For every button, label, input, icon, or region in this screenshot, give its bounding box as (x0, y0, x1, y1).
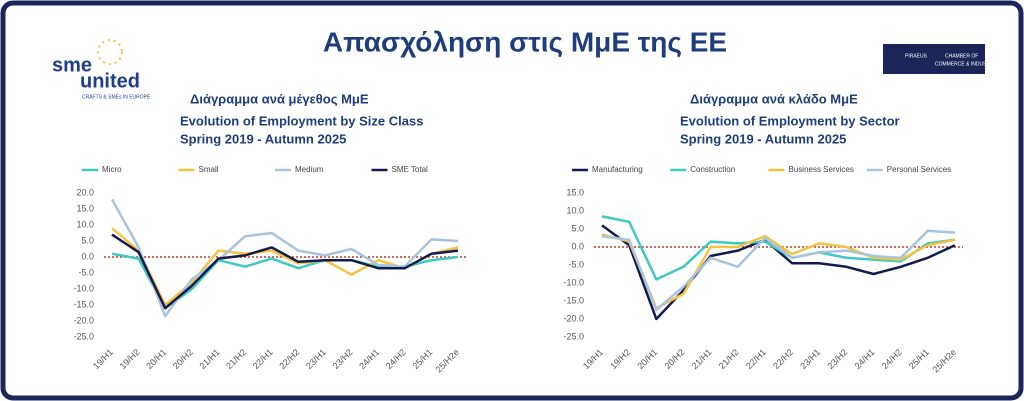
logo-text: CHAMBER OF (945, 53, 978, 59)
logo-text: sme (52, 54, 92, 76)
y-tick-label: -20.0 (73, 315, 94, 325)
legend-label: Micro (102, 165, 122, 174)
logo-stars (97, 39, 123, 65)
chart-subtitle: Spring 2019 - Autumn 2025 (180, 131, 346, 146)
y-tick-label: -25.0 (73, 331, 94, 341)
chart-heading: Διάγραμμα ανά μέγεθος ΜμΕ (190, 91, 369, 106)
series-line (601, 215, 956, 281)
series-line (110, 198, 459, 318)
y-tick-label: -10.0 (73, 283, 94, 293)
logo-right: PIRAEUS CHAMBER OF COMMERCE & INDUSTRY (883, 44, 997, 74)
y-tick-label: 5.0 (571, 223, 584, 233)
legend-label: Small (199, 165, 219, 174)
y-tick-label: -20.0 (563, 313, 584, 323)
y-tick-label: -5.0 (568, 259, 584, 269)
logo-text: COMMERCE & INDUSTRY (935, 61, 997, 67)
legend-label: Medium (295, 165, 324, 174)
logo-text: united (80, 70, 140, 92)
chart-title: Evolution of Employment by Sector (680, 113, 900, 128)
logo-left: sme united CRAFTS & SMEs IN EUROPE (52, 39, 151, 100)
y-tick-label: -15.0 (563, 295, 584, 305)
y-tick-label: 10.0 (76, 219, 94, 229)
y-tick-label: 20.0 (76, 187, 94, 197)
y-tick-label: -10.0 (563, 277, 584, 287)
legend-label: Manufacturing (592, 165, 643, 174)
legend-label: Business Services (789, 165, 854, 174)
chart-subtitle: Spring 2019 - Autumn 2025 (680, 131, 846, 146)
y-tick-label: 15.0 (76, 203, 94, 213)
y-tick-label: -15.0 (73, 299, 94, 309)
y-tick-label: 10.0 (566, 205, 584, 215)
y-tick-label: 0.0 (81, 251, 94, 261)
y-tick-label: 5.0 (81, 235, 94, 245)
y-tick-label: -5.0 (78, 267, 94, 277)
series-line (601, 224, 956, 321)
legend-label: SME Total (392, 165, 429, 174)
main-title: Απασχόληση στις ΜμΕ της ΕΕ (323, 26, 727, 57)
logo-box (883, 44, 985, 74)
legend-label: Personal Services (887, 165, 951, 174)
chart-heading: Διάγραμμα ανά κλάδο ΜμΕ (690, 91, 858, 106)
y-tick-label: 0.0 (571, 241, 584, 251)
logo-tagline: CRAFTS & SMEs IN EUROPE (82, 94, 151, 100)
y-tick-label: 15.0 (566, 187, 584, 197)
logo-text: PIRAEUS (905, 53, 928, 59)
y-tick-label: -25.0 (563, 331, 584, 341)
legend-label: Construction (690, 165, 735, 174)
series-line (111, 233, 459, 310)
series-line (601, 229, 956, 312)
chart-title: Evolution of Employment by Size Class (180, 113, 423, 128)
